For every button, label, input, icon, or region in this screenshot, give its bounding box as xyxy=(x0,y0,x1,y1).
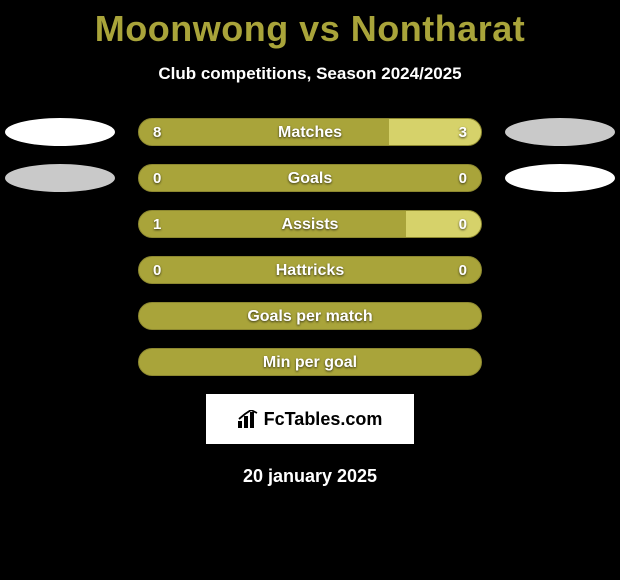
fctables-logo: FcTables.com xyxy=(206,394,414,444)
stat-bar: Min per goal xyxy=(138,348,482,376)
stat-label: Assists xyxy=(139,211,481,239)
stat-row: 83Matches xyxy=(0,118,620,146)
player-oval-right xyxy=(505,118,615,146)
date-label: 20 january 2025 xyxy=(0,466,620,487)
stat-row: 00Hattricks xyxy=(0,256,620,284)
stat-row: 00Goals xyxy=(0,164,620,192)
stat-row: Goals per match xyxy=(0,302,620,330)
stat-row: 10Assists xyxy=(0,210,620,238)
stat-bar: 10Assists xyxy=(138,210,482,238)
player-oval-left xyxy=(5,164,115,192)
stat-bar: 00Goals xyxy=(138,164,482,192)
stats-container: 83Matches 00Goals 10Assists 00Hattricks Goal… xyxy=(0,118,620,376)
subtitle: Club competitions, Season 2024/2025 xyxy=(0,64,620,84)
stat-label: Min per goal xyxy=(139,349,481,377)
player-oval-left xyxy=(5,118,115,146)
player-oval-right xyxy=(505,164,615,192)
stat-label: Goals per match xyxy=(139,303,481,331)
logo-text: FcTables.com xyxy=(264,409,383,430)
stat-label: Hattricks xyxy=(139,257,481,285)
stat-bar: 00Hattricks xyxy=(138,256,482,284)
stat-label: Matches xyxy=(139,119,481,147)
stat-label: Goals xyxy=(139,165,481,193)
stat-bar: 83Matches xyxy=(138,118,482,146)
stat-row: Min per goal xyxy=(0,348,620,376)
stat-bar: Goals per match xyxy=(138,302,482,330)
bar-chart-icon xyxy=(238,410,260,428)
page-title: Moonwong vs Nontharat xyxy=(0,0,620,50)
